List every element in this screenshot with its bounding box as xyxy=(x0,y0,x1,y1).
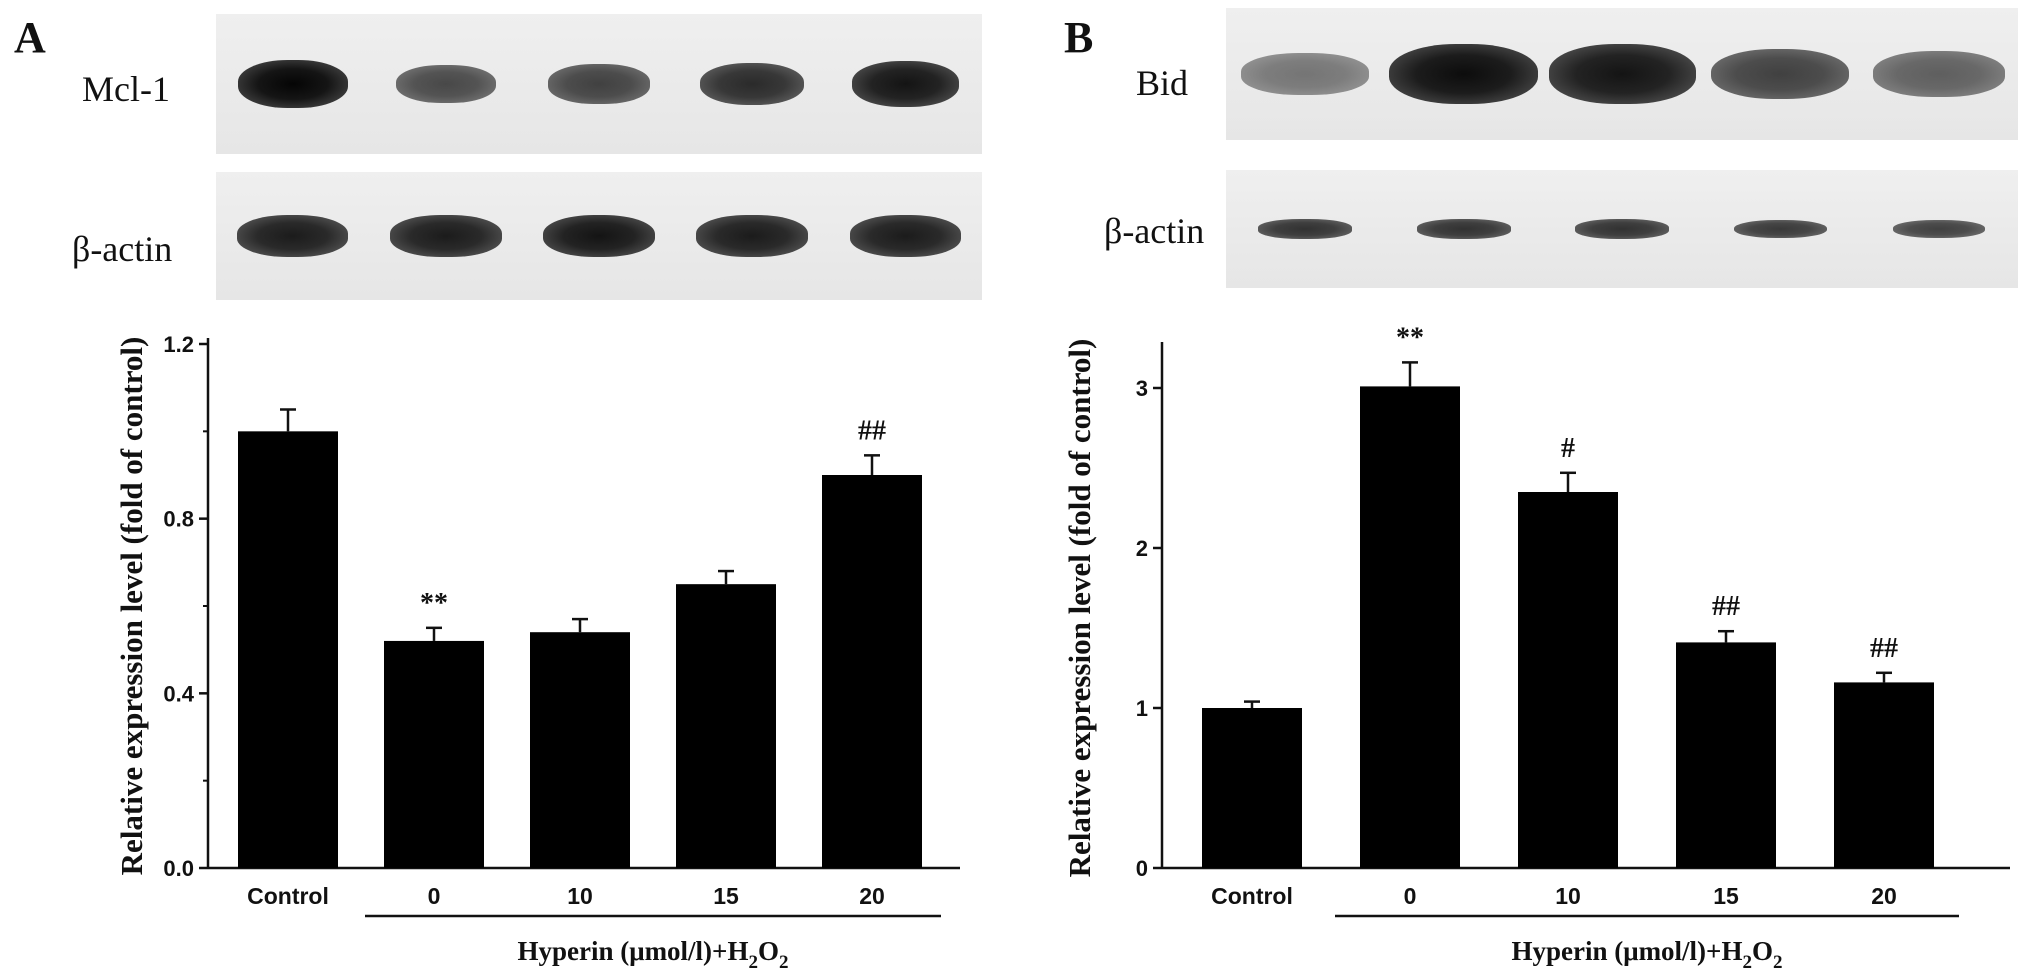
blot-band xyxy=(1575,219,1669,239)
y-tick-label: 3 xyxy=(1136,376,1148,401)
y-axis-title: Relative expression level (fold of contr… xyxy=(114,337,149,876)
blot-actin-b xyxy=(1226,170,2018,288)
blot-band xyxy=(1892,219,1985,238)
blot-actin-b-label: β-actin xyxy=(1104,211,1205,251)
y-tick-label: 0 xyxy=(1136,856,1148,881)
bar xyxy=(1360,386,1460,868)
blot-band xyxy=(851,61,960,107)
panel-b-label: B xyxy=(1064,13,1094,62)
x-tick-label: Control xyxy=(247,883,329,909)
blot-band xyxy=(1872,51,2005,97)
y-tick-label: 1 xyxy=(1136,696,1148,721)
blot-band xyxy=(699,62,805,106)
blot-band xyxy=(696,215,808,257)
blot-band xyxy=(1733,219,1827,239)
bar xyxy=(1834,682,1934,868)
y-tick-label: 0.0 xyxy=(163,856,194,881)
significance-label: ## xyxy=(858,415,886,446)
panel-a-label: A xyxy=(14,13,46,62)
blot-band xyxy=(390,215,502,257)
x-axis-title: Hyperin (μmol/l)+H2O2 xyxy=(518,936,789,973)
significance-label: # xyxy=(1561,433,1575,464)
blot-band xyxy=(548,64,650,104)
significance-label: ## xyxy=(1870,633,1898,664)
y-tick-label: 0.4 xyxy=(163,681,194,706)
blot-band xyxy=(1241,53,1369,95)
x-tick-label: 20 xyxy=(859,883,885,909)
blot-bid xyxy=(1226,8,2018,140)
bar-chart-a: Relative expression level (fold of contr… xyxy=(114,332,960,973)
y-tick-label: 1.2 xyxy=(163,332,194,357)
blot-band xyxy=(1258,219,1353,239)
blot-band xyxy=(1711,48,1850,100)
blot-band xyxy=(1389,43,1538,105)
x-tick-label: 0 xyxy=(428,883,441,909)
x-tick-label: 15 xyxy=(713,883,739,909)
blot-band xyxy=(542,214,656,257)
blot-band xyxy=(1416,219,1511,239)
x-tick-label: 10 xyxy=(1555,883,1581,909)
blot-actin-a-label: β-actin xyxy=(72,229,173,269)
blot-band xyxy=(849,215,962,257)
bar xyxy=(822,475,922,868)
significance-label: ** xyxy=(1396,322,1424,353)
y-axis-title: Relative expression level (fold of contr… xyxy=(1062,339,1097,878)
bar xyxy=(530,632,630,868)
bar xyxy=(676,584,776,868)
x-tick-label: 0 xyxy=(1404,883,1417,909)
x-tick-label: 10 xyxy=(567,883,593,909)
bar xyxy=(384,640,484,868)
panel-b: B Bid β-actin Relative expression level … xyxy=(1010,0,2031,979)
blot-mcl1-label: Mcl-1 xyxy=(82,69,170,109)
x-tick-label: 15 xyxy=(1713,883,1739,909)
blot-band xyxy=(236,215,349,257)
bar-chart-b: Relative expression level (fold of contr… xyxy=(1062,322,2010,973)
blot-band xyxy=(395,64,496,104)
blot-band xyxy=(237,60,348,108)
blot-bid-label: Bid xyxy=(1136,63,1189,103)
x-axis-title: Hyperin (μmol/l)+H2O2 xyxy=(1512,936,1783,973)
bar xyxy=(1676,642,1776,868)
y-tick-label: 0.8 xyxy=(163,507,194,532)
bar xyxy=(1202,708,1302,868)
blot-actin-a xyxy=(216,172,982,300)
significance-label: ** xyxy=(420,588,448,619)
panel-a: A Mcl-1 β-actin Relative expression leve… xyxy=(0,0,1010,979)
x-tick-label: 20 xyxy=(1871,883,1897,909)
x-tick-label: Control xyxy=(1211,883,1293,909)
bar xyxy=(238,431,338,868)
y-tick-label: 2 xyxy=(1136,536,1148,561)
bar xyxy=(1518,492,1618,868)
blot-band xyxy=(1548,44,1696,104)
significance-label: ## xyxy=(1712,591,1740,622)
blot-mcl1 xyxy=(216,14,982,154)
